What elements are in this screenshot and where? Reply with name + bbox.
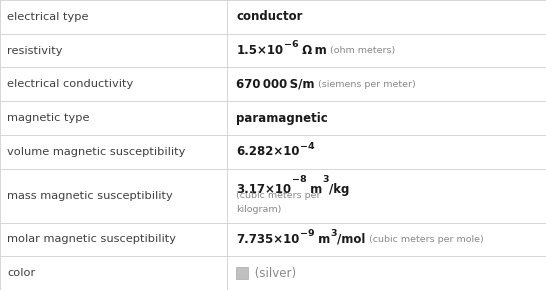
Text: 6.282×10: 6.282×10 [236, 145, 300, 158]
Text: m: m [306, 183, 323, 196]
Text: 1.5×10: 1.5×10 [236, 44, 283, 57]
Text: conductor: conductor [236, 10, 303, 23]
Text: molar magnetic susceptibility: molar magnetic susceptibility [7, 234, 176, 244]
Text: color: color [7, 268, 35, 278]
Text: electrical type: electrical type [7, 12, 88, 22]
Text: mass magnetic susceptibility: mass magnetic susceptibility [7, 191, 173, 201]
Text: 3.17×10: 3.17×10 [236, 183, 292, 196]
Text: 670 000 S/m: 670 000 S/m [236, 78, 315, 91]
Text: (silver): (silver) [251, 267, 296, 280]
Text: Ω m: Ω m [298, 44, 327, 57]
Text: −9: −9 [300, 229, 314, 238]
Bar [236, 267, 248, 279]
Text: −8: −8 [292, 175, 306, 184]
Text: /mol: /mol [337, 233, 365, 246]
Text: (siemens per meter): (siemens per meter) [315, 80, 416, 89]
Text: m: m [314, 233, 331, 246]
Text: kilogram): kilogram) [236, 205, 282, 214]
Text: magnetic type: magnetic type [7, 113, 90, 123]
Text: electrical conductivity: electrical conductivity [7, 79, 133, 89]
Text: (cubic meters per mole): (cubic meters per mole) [365, 235, 483, 244]
Text: −6: −6 [283, 40, 298, 49]
Text: volume magnetic susceptibility: volume magnetic susceptibility [7, 147, 186, 157]
Text: 3: 3 [323, 175, 329, 184]
Text: 3: 3 [331, 229, 337, 238]
Text: resistivity: resistivity [7, 46, 63, 56]
Text: 7.735×10: 7.735×10 [236, 233, 300, 246]
Text: −4: −4 [300, 142, 314, 151]
Text: (ohm meters): (ohm meters) [327, 46, 395, 55]
Text: (cubic meters per: (cubic meters per [236, 191, 321, 200]
Text: /kg: /kg [329, 183, 349, 196]
Text: paramagnetic: paramagnetic [236, 112, 328, 124]
